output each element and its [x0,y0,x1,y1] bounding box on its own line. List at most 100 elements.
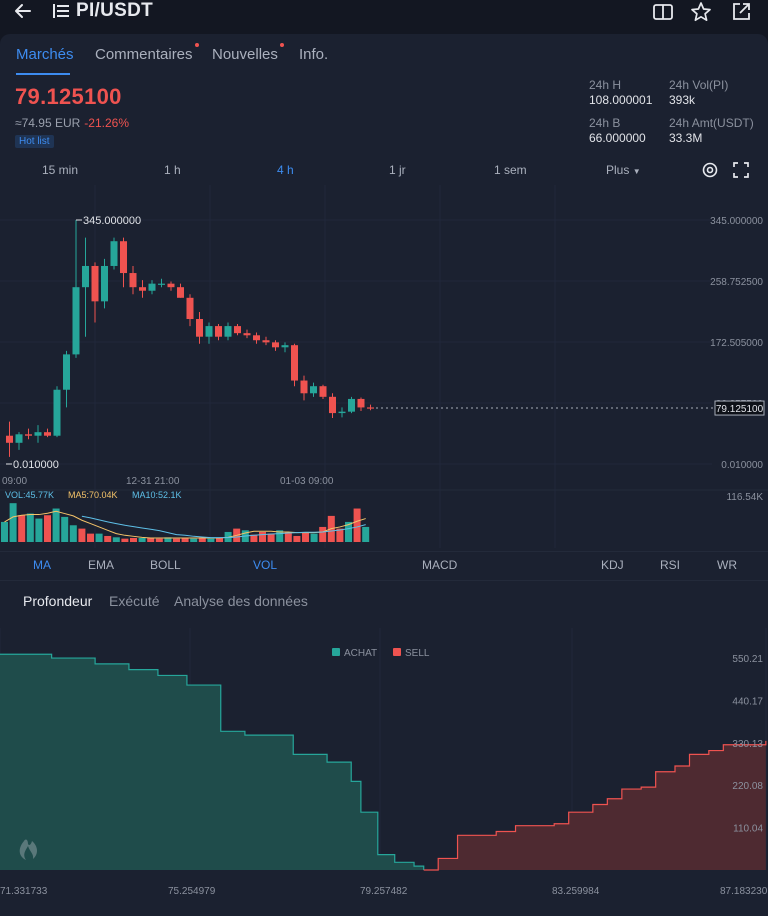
interval-1jr[interactable]: 1 jr [389,163,406,177]
candle-body [357,398,365,408]
fullscreen-icon[interactable] [732,161,750,179]
huobi-flame-icon [19,839,38,860]
volume-bar [104,535,112,542]
volume-bar [319,526,327,542]
candlestick-chart[interactable]: 345.000000258.752500172.50500086.2575000… [0,185,768,550]
volume-bar [345,521,352,542]
indicator-kdj[interactable]: KDJ [601,558,624,572]
candle-body [25,434,32,436]
candle-body [272,342,279,348]
volume-bar [87,533,94,542]
ma10-line [81,515,366,539]
current-price-label: 79.125100 [716,404,764,415]
tab-marches[interactable]: Marchés [16,46,74,63]
candle-body [91,265,99,302]
volume-bar [293,535,301,542]
x-axis-label: 09:00 [2,476,27,487]
indicator-ma[interactable]: MA [33,558,51,572]
tab-profondeur[interactable]: Profondeur [23,593,93,609]
interval-1sem[interactable]: 1 sem [494,163,527,177]
candle-body [72,287,80,355]
x-axis-label: 12-31 21:00 [126,476,180,487]
candle-body [262,340,270,343]
interval-plus[interactable]: Plus ▼ [606,163,641,177]
split-screen-icon[interactable] [652,1,674,23]
depth-y-label: 550.21 [732,654,763,665]
stat-low-label: 24h B [589,116,621,130]
depth-x-label: 79.257482 [360,886,408,897]
volume-bar [1,521,8,542]
volume-bar [61,516,69,542]
volume-legend-ma5: MA5:70.04K [68,490,118,500]
candle-body [234,326,241,334]
bid-line [0,653,425,870]
interval-1h[interactable]: 1 h [164,163,181,177]
divider [0,580,768,581]
candle-body [139,287,146,291]
volume-bar [138,537,146,542]
x-axis-label: 01-03 09:00 [280,476,334,487]
volume-bar [26,513,34,542]
settings-icon[interactable] [701,161,719,179]
candle-body [196,319,203,337]
candle-body [348,398,355,412]
stat-vol-value: 393k [669,93,696,107]
candle-body [167,283,175,288]
indicator-ema[interactable]: EMA [88,558,115,572]
star-icon[interactable] [690,1,712,23]
ask-line [423,740,767,871]
interval-15min[interactable]: 15 min [42,163,79,177]
candle-body [310,386,317,394]
depth-x-label: 83.259984 [552,886,600,897]
tab-execute[interactable]: Exécuté [109,593,160,609]
indicator-vol[interactable]: VOL [253,558,278,572]
depth-chart[interactable]: ACHAT SELL 550.21 440.17 330.13 220.08 110.04 7… [0,628,768,916]
tab-nouvelles[interactable]: Nouvelles [212,43,284,63]
legend-sell: SELL [405,648,430,659]
depth-x-label: 75.254979 [168,886,216,897]
depth-y-label: 330.13 [732,739,763,750]
volume-bar [52,508,60,542]
volume-bar [130,537,137,542]
candle-body [148,283,156,291]
indicator-macd[interactable]: MACD [422,558,458,572]
volume-bar [147,537,155,542]
stat-high-label: 24h H [589,78,622,92]
tab-analyse[interactable]: Analyse des données [174,593,308,609]
interval-4h[interactable]: 4 h [277,163,294,177]
depth-y-label: 440.17 [732,696,763,707]
volume-bar [310,533,318,542]
hot-list-badge[interactable]: Hot list [15,135,54,148]
volume-bar [9,503,17,542]
indicator-rsi[interactable]: RSI [660,558,681,572]
candle-body [291,345,298,381]
huobi-logo-icon [19,839,38,860]
back-arrow-icon[interactable] [12,0,34,22]
volume-bar [207,538,215,542]
volume-bar [35,518,43,542]
notification-dot [279,43,284,47]
volume-bar [353,508,361,542]
stat-high-value: 108.000001 [589,93,653,107]
volume-bar [276,530,284,542]
current-price-tag [714,400,765,416]
tab-info[interactable]: Info. [299,46,329,63]
indicator-boll[interactable]: BOLL [150,558,181,572]
indicator-wr[interactable]: WR [717,558,737,572]
pair-title[interactable]: PI/USDT [76,0,154,21]
volume-legend-ma10: MA10:52.1K [132,490,182,500]
volume-bar [78,528,86,542]
volume-bar [216,537,223,542]
candle-body [63,354,70,390]
share-icon[interactable] [730,1,752,23]
candle-body [253,335,260,341]
stat-amt-value: 33.3M [669,131,703,145]
tab-commentaires[interactable]: Commentaires [95,43,199,63]
bid-area [0,654,424,870]
volume-bar [259,531,266,542]
ask-area [423,740,766,870]
legend-achat: ACHAT [344,648,377,659]
menu-icon[interactable] [52,3,70,19]
top-bar: PI/USDT [0,0,768,24]
candle-body [15,434,23,443]
